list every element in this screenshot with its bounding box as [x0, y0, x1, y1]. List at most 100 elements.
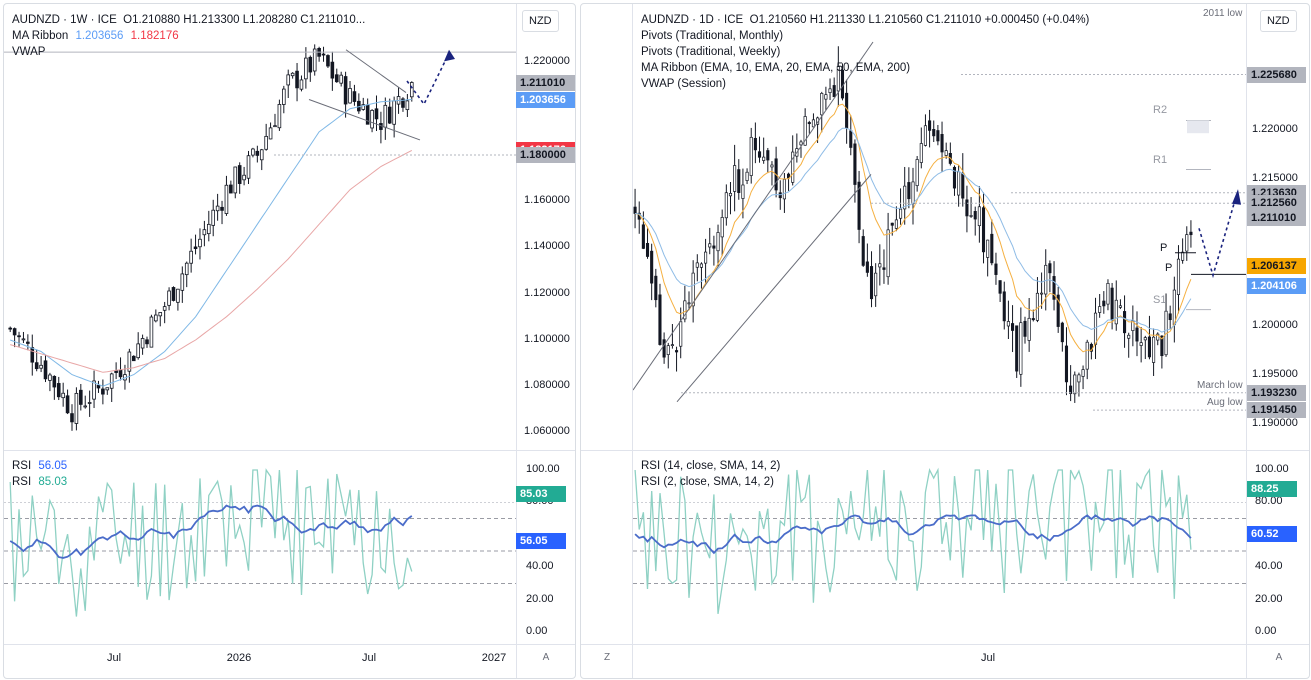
- candle-body: [259, 149, 264, 161]
- currency-button[interactable]: NZD: [1260, 10, 1297, 32]
- candle-body: [299, 79, 304, 90]
- rsi-label[interactable]: RSI: [12, 476, 32, 488]
- candle-body: [290, 72, 295, 77]
- rsi-value-tag: 88.25: [1247, 481, 1297, 498]
- candle-body: [246, 155, 251, 179]
- candle-body: [273, 125, 277, 128]
- annotation-march-low: March low: [1197, 380, 1243, 391]
- daily-chart-canvas[interactable]: [581, 4, 1309, 678]
- rsi-value-tag: 60.52: [1247, 525, 1297, 542]
- candle-body: [1064, 345, 1069, 383]
- candle-body: [994, 263, 998, 275]
- candle-body: [890, 222, 894, 226]
- candle-body: [251, 148, 255, 156]
- daily-chart-panel[interactable]: AUDNZD · 1D · ICE O1.210560 H1.211330 L1…: [580, 3, 1310, 679]
- vwap-label[interactable]: VWAP: [12, 46, 46, 58]
- candle-body: [791, 151, 795, 183]
- price-tag: 1.225680: [1247, 66, 1306, 83]
- axis-divider: [1246, 4, 1247, 678]
- candle-body: [30, 347, 35, 363]
- candle-body: [48, 374, 52, 381]
- candle-body: [109, 373, 114, 389]
- indicator-label[interactable]: Pivots (Traditional, Weekly): [641, 46, 781, 58]
- candle-body: [944, 150, 948, 156]
- pane-divider: [581, 450, 1309, 451]
- symbol-title[interactable]: AUDNZD · 1D · ICE: [641, 14, 744, 26]
- candle-body: [1035, 292, 1039, 321]
- candle-body: [277, 104, 282, 129]
- candle-body: [1019, 322, 1023, 375]
- price-tick: 1.200000: [1252, 319, 1298, 332]
- candle-body: [836, 66, 840, 92]
- rsi-label[interactable]: RSI (2, close, SMA, 14, 2): [641, 476, 774, 488]
- candle-body: [374, 108, 379, 120]
- candle-body: [977, 206, 981, 227]
- candle-body: [878, 263, 882, 268]
- candle-body: [932, 128, 936, 137]
- candle-body: [650, 250, 654, 284]
- candle-body: [1139, 342, 1143, 346]
- channel-lower-line: [676, 174, 872, 403]
- candle-body: [21, 338, 26, 341]
- candle-body: [74, 392, 79, 424]
- candle-body: [923, 125, 927, 146]
- rsi-tick: 100.00: [1255, 463, 1289, 475]
- time-axis-divider: [581, 644, 1309, 645]
- candle-body: [969, 215, 973, 217]
- candle-body: [741, 184, 745, 199]
- rsi-tick: 40.00: [526, 560, 554, 573]
- candle-body: [903, 185, 907, 210]
- ma-value-fast: 1.203656: [75, 30, 124, 42]
- rsi-label[interactable]: RSI: [12, 460, 32, 472]
- projection-arrow: [406, 52, 450, 106]
- candle-body: [952, 166, 957, 189]
- auto-scale-button[interactable]: A: [542, 652, 550, 663]
- candle-body: [401, 98, 405, 108]
- currency-button[interactable]: NZD: [522, 10, 559, 32]
- rsi-value: 85.03: [38, 476, 68, 488]
- symbol-title[interactable]: AUDNZD · 1W · ICE: [12, 14, 117, 26]
- price-tag: 1.203656: [516, 92, 575, 109]
- indicator-label[interactable]: MA Ribbon (EMA, 10, EMA, 20, EMA, 50, EM…: [641, 62, 911, 74]
- price-tag: 1.206137: [1247, 258, 1306, 275]
- candle-body: [339, 74, 343, 84]
- candle-body: [762, 156, 766, 161]
- candle-body: [658, 294, 662, 345]
- weekly-chart-panel[interactable]: AUDNZD · 1W · ICE O1.210880 H1.213300 L1…: [3, 3, 576, 679]
- candle-body: [973, 211, 977, 220]
- weekly-chart-canvas[interactable]: [4, 4, 575, 678]
- price-tag: 1.191450: [1247, 402, 1306, 419]
- candle-body: [127, 351, 132, 372]
- pivot-label-r2: R2: [1153, 104, 1168, 116]
- candle-body: [716, 232, 720, 252]
- indicator-label[interactable]: VWAP (Session): [641, 78, 726, 90]
- candle-body: [749, 136, 753, 176]
- candle-body: [1172, 289, 1176, 326]
- candle-body: [1027, 317, 1031, 341]
- candle-body: [167, 290, 171, 306]
- indicator-label[interactable]: Pivots (Traditional, Monthly): [641, 30, 784, 42]
- ma-value-slow: 1.182176: [130, 30, 179, 42]
- candle-body: [65, 395, 70, 414]
- candle-body: [687, 302, 691, 305]
- ma-ribbon-label[interactable]: MA Ribbon: [12, 30, 69, 42]
- rsi-label[interactable]: RSI (14, close, SMA, 14, 2): [641, 460, 781, 472]
- candle-body: [753, 137, 757, 151]
- candle-body: [787, 173, 791, 179]
- rsi-value-tag: 56.05: [516, 533, 566, 550]
- candle-body: [1040, 292, 1044, 295]
- candle-body: [1069, 385, 1073, 394]
- annotation-2011-low: 2011 low: [1203, 8, 1243, 19]
- candle-body: [158, 312, 163, 317]
- zoom-button[interactable]: Z: [603, 652, 611, 663]
- candle-body: [17, 335, 21, 338]
- price-tag: 1.211010: [516, 75, 575, 92]
- candle-body: [907, 182, 911, 200]
- price-tick: 1.140000: [524, 240, 570, 253]
- rsi-tick: 100.00: [526, 463, 560, 475]
- candle-body: [184, 262, 189, 276]
- candle-body: [1056, 294, 1060, 327]
- candle-body: [936, 130, 940, 142]
- auto-scale-button[interactable]: A: [1275, 652, 1283, 663]
- ma-ribbon-slow-line: [10, 149, 413, 373]
